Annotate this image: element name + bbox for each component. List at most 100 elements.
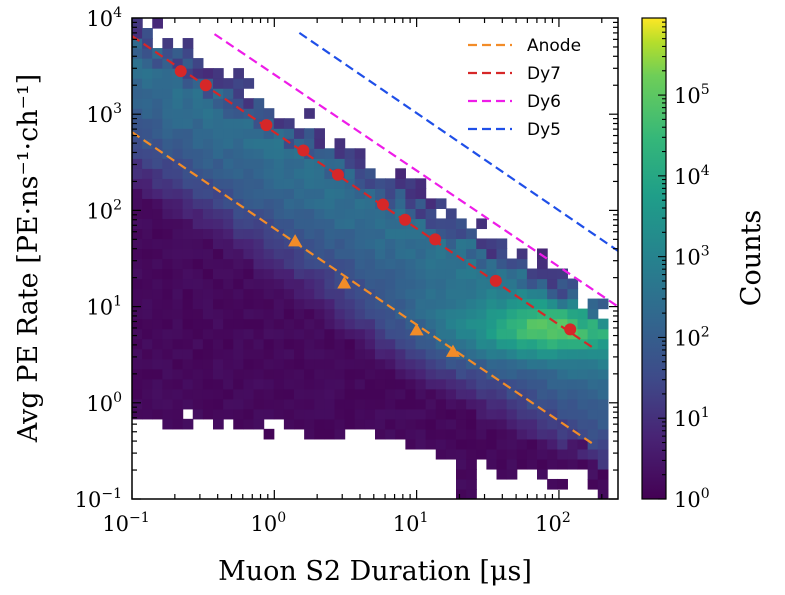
heatmap-cell xyxy=(152,188,163,199)
heatmap-cell xyxy=(162,348,174,360)
heatmap-cell xyxy=(516,298,528,310)
heatmap-cell xyxy=(213,308,224,320)
x-tick-label: 101 xyxy=(393,510,429,536)
heatmap-cell xyxy=(192,148,204,159)
heatmap-cell xyxy=(354,168,366,179)
heatmap-cell xyxy=(253,258,265,270)
dy7-point xyxy=(199,79,212,92)
heatmap-cell xyxy=(385,308,396,320)
heatmap-cell xyxy=(152,308,163,320)
heatmap-cell xyxy=(354,308,366,320)
heatmap-cell xyxy=(182,88,194,99)
heatmap-cell xyxy=(476,258,487,270)
heatmap-cell xyxy=(486,408,498,420)
heatmap-cell xyxy=(283,278,295,290)
heatmap-cell xyxy=(192,248,204,260)
heatmap-cell xyxy=(375,248,386,260)
heatmap-cell xyxy=(182,78,194,89)
heatmap-cell xyxy=(385,178,396,189)
heatmap-cell xyxy=(354,188,366,199)
heatmap-cell xyxy=(415,418,427,430)
heatmap-cell xyxy=(132,348,143,360)
heatmap-cell xyxy=(192,138,204,149)
heatmap-cell xyxy=(294,258,305,270)
heatmap-cell xyxy=(445,408,457,420)
heatmap-cell xyxy=(354,388,366,400)
heatmap-cell xyxy=(233,258,244,270)
heatmap-cell xyxy=(142,198,153,209)
heatmap-cell xyxy=(132,388,143,400)
heatmap-cell xyxy=(223,368,234,380)
heatmap-cell xyxy=(476,428,487,440)
heatmap-cell xyxy=(233,328,244,340)
heatmap-cell xyxy=(233,148,244,159)
heatmap-cell xyxy=(223,138,234,149)
heatmap-cell xyxy=(395,208,406,220)
heatmap-cell xyxy=(152,78,163,89)
heatmap-cell xyxy=(334,298,346,310)
heatmap-cell xyxy=(435,408,447,420)
heatmap-cell xyxy=(152,258,163,270)
heatmap-cell xyxy=(192,208,204,220)
heatmap-cell xyxy=(537,318,548,330)
heatmap-cell xyxy=(547,268,558,280)
heatmap-cell xyxy=(476,368,487,380)
heatmap-cell xyxy=(456,418,467,430)
anode-point xyxy=(337,276,352,289)
heatmap-cell xyxy=(344,208,356,220)
heatmap-cell xyxy=(182,348,194,360)
heatmap-cell xyxy=(324,328,336,340)
heatmap-cell xyxy=(364,358,376,370)
heatmap-cell xyxy=(334,318,346,330)
heatmap-cell xyxy=(537,298,548,310)
heatmap-cell xyxy=(223,338,234,350)
heatmap-cell xyxy=(466,268,477,280)
heatmap-cell xyxy=(496,288,508,300)
heatmap-cell xyxy=(182,118,194,129)
heatmap-cell xyxy=(233,308,244,320)
heatmap-cell xyxy=(162,328,174,340)
heatmap-cell xyxy=(223,198,234,209)
heatmap-cell xyxy=(283,188,295,199)
heatmap-cell xyxy=(354,218,366,230)
heatmap-cell xyxy=(152,328,163,340)
heatmap-cell xyxy=(526,338,538,350)
heatmap-cell xyxy=(152,118,163,129)
heatmap-cell xyxy=(456,438,467,450)
heatmap-cell xyxy=(385,238,396,250)
heatmap-cell xyxy=(334,388,346,400)
heatmap-cell xyxy=(213,248,224,260)
heatmap-cell xyxy=(162,228,174,240)
heatmap-cell xyxy=(557,478,568,490)
heatmap-cell xyxy=(162,258,174,270)
heatmap-cell xyxy=(364,228,376,240)
heatmap-cell xyxy=(456,228,467,240)
heatmap-cell xyxy=(162,158,174,169)
heatmap-cell xyxy=(243,408,255,420)
heatmap-cell xyxy=(557,318,568,330)
heatmap-cell xyxy=(132,138,143,149)
heatmap-cell xyxy=(202,288,214,300)
heatmap-cell xyxy=(142,308,153,320)
heatmap-cell xyxy=(192,58,204,69)
heatmap-cell xyxy=(132,118,143,129)
heatmap-cell xyxy=(415,178,427,189)
heatmap-cell xyxy=(162,78,174,89)
heatmap-cell xyxy=(253,148,265,159)
heatmap-cell xyxy=(537,468,548,480)
heatmap-cell xyxy=(142,148,153,159)
heatmap-cell xyxy=(354,288,366,300)
heatmap-cell xyxy=(557,378,568,390)
heatmap-cell xyxy=(192,88,204,99)
heatmap-cell xyxy=(354,148,366,159)
heatmap-cell xyxy=(202,188,214,199)
heatmap-cell xyxy=(385,398,396,410)
heatmap-cell xyxy=(283,258,295,270)
heatmap-cell xyxy=(537,328,548,340)
heatmap-cell xyxy=(395,268,406,280)
heatmap-cell xyxy=(304,188,315,199)
heatmap-cell xyxy=(132,28,143,39)
heatmap-cell xyxy=(213,298,224,310)
heatmap-cell xyxy=(294,218,305,230)
heatmap-cell xyxy=(385,368,396,380)
